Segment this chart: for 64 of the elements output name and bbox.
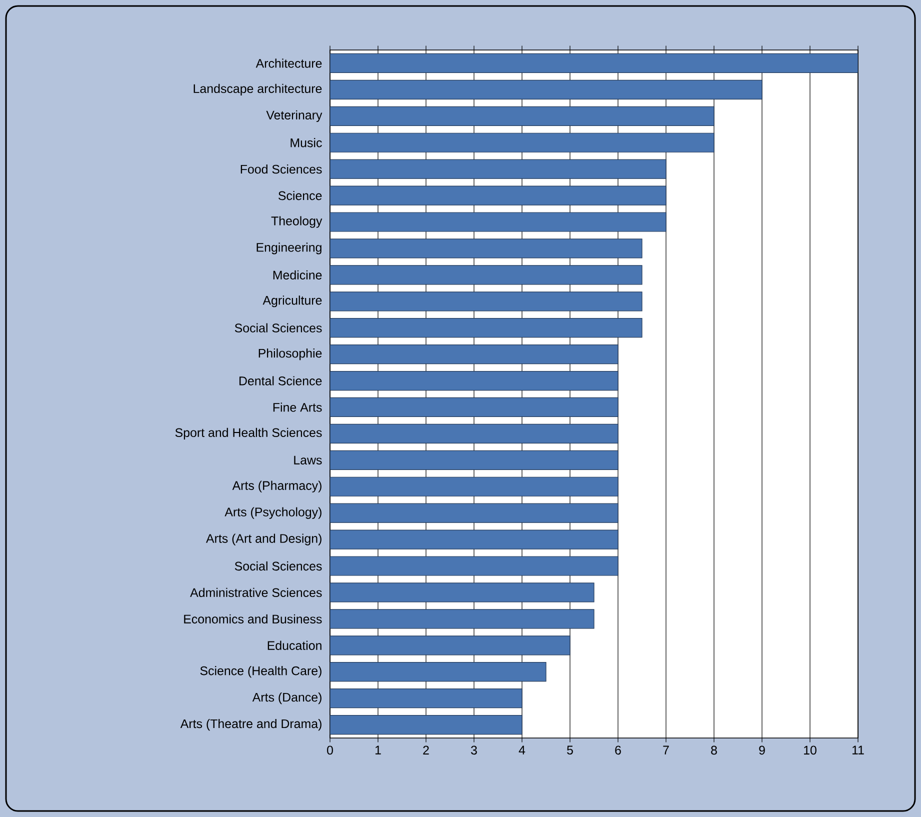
bar: [330, 53, 858, 74]
y-tick-label: Landscape architecture: [194, 84, 322, 96]
y-tick-label: Administrative Sciences: [190, 588, 322, 598]
y-tick-label: Engineering: [256, 242, 322, 254]
x-tick-label: 9: [759, 746, 765, 755]
x-tick-label: 8: [711, 746, 717, 755]
y-tick-label: Economics and Business: [184, 614, 322, 624]
y-tick-label: Agriculture: [262, 296, 322, 308]
bar: [330, 238, 642, 258]
x-tick-label: 1: [375, 746, 381, 754]
y-tick-label: Science (Health Care): [200, 666, 322, 678]
y-tick-label: Sport and Health Sciences: [175, 428, 322, 440]
bar: [330, 212, 666, 232]
bar: [330, 476, 618, 496]
y-tick-label: Philosophie: [258, 348, 322, 360]
bar: [330, 636, 570, 656]
bar: [330, 530, 618, 550]
y-tick-label: Laws: [294, 456, 322, 465]
y-tick-label: Science: [278, 190, 322, 200]
bar: [330, 344, 618, 364]
y-tick-label: Arts (Dance): [252, 692, 322, 704]
y-tick-label: Social Sciences: [234, 561, 322, 571]
bar: [330, 292, 642, 312]
y-tick-label: Fine Arts: [273, 402, 322, 412]
x-tick-label: 10: [804, 746, 816, 755]
bar: [330, 714, 522, 735]
x-tick-label: 3: [471, 746, 477, 755]
bar: [330, 503, 618, 523]
x-tick-label: 7: [663, 746, 669, 754]
bar: [330, 556, 618, 576]
y-tick-label: Architecture: [256, 58, 322, 68]
bar: [330, 662, 546, 682]
bar: [330, 265, 642, 285]
x-tick-label: 2: [423, 746, 429, 754]
y-tick-label: Arts (Pharmacy): [232, 480, 322, 492]
bar: [330, 159, 666, 179]
bar: [330, 132, 714, 152]
x-tick-label: 5: [567, 746, 573, 754]
bar: [330, 106, 714, 126]
x-tick-label: 0: [327, 746, 333, 755]
y-tick-label: Dental Science: [239, 376, 322, 386]
x-tick-label: 4: [518, 746, 526, 754]
x-tick-label: 11: [852, 746, 864, 754]
y-tick-label: Arts (Theatre and Drama): [180, 718, 322, 731]
bar: [330, 186, 666, 206]
y-tick-label: Medicine: [273, 270, 322, 280]
bar: [330, 582, 594, 602]
y-tick-label: Veterinary: [266, 110, 322, 122]
bar: [330, 397, 618, 418]
bar: [330, 450, 618, 470]
y-tick-label: Arts (Psychology): [224, 507, 322, 519]
y-tick-label: Social Sciences: [234, 323, 322, 332]
bar: [330, 370, 618, 391]
y-tick-label: Arts (Art and Design): [206, 534, 322, 546]
bar: [330, 424, 618, 444]
x-tick-label: 6: [615, 746, 621, 755]
y-tick-label: Theology: [271, 216, 322, 228]
y-tick-label: Food Sciences: [240, 164, 322, 174]
y-tick-label: Education: [268, 640, 322, 650]
bar: [330, 80, 762, 100]
y-tick-label: Music: [290, 138, 322, 148]
bar: [330, 609, 594, 629]
bar: [330, 688, 522, 708]
bar: [330, 318, 642, 338]
